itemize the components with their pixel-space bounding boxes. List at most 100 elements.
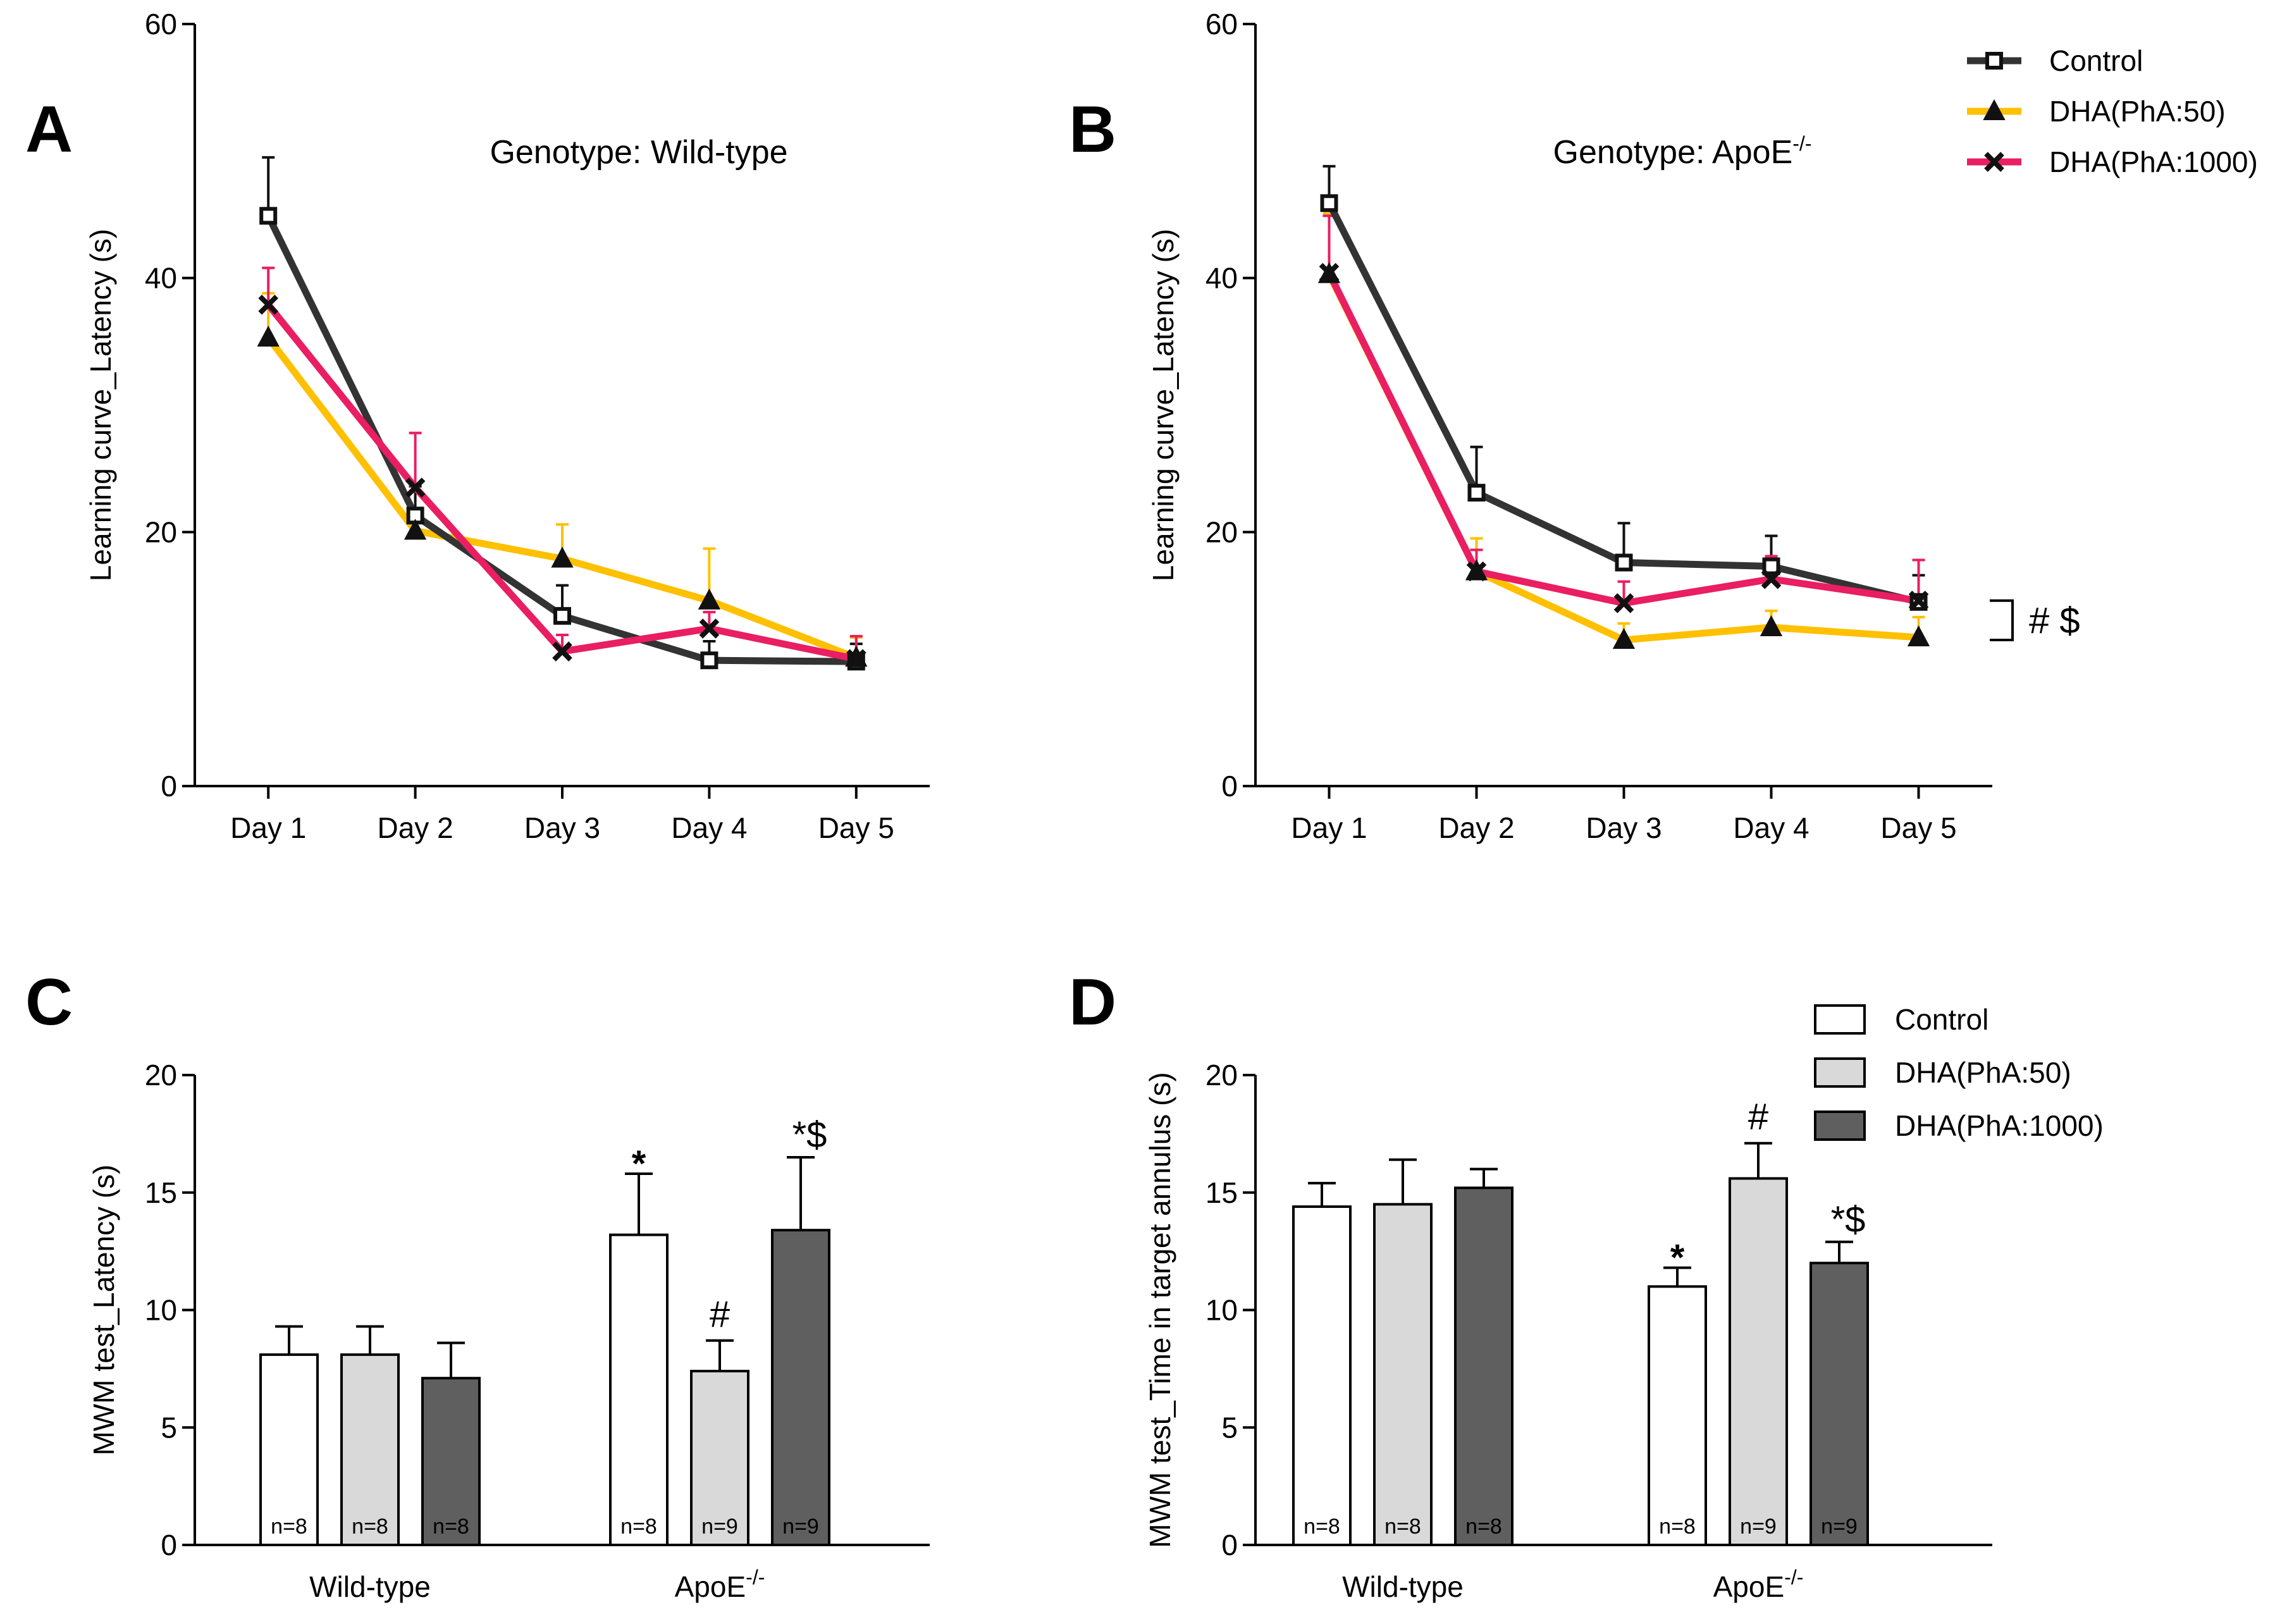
data-point-DHA(PhA:1000)-stroke2 (258, 295, 279, 315)
data-point-DHA(PhA:1000) (1613, 593, 1634, 613)
legend-marker-Control-shape (1985, 52, 2003, 70)
panel-D-y-tick-label: 10 (1205, 1294, 1238, 1327)
x-tick-label: Day 5 (1880, 811, 1956, 844)
data-point-Control (700, 651, 718, 670)
n-label: n=8 (1304, 1515, 1340, 1539)
legend-marker-DHA(PhA:50) (1983, 99, 2006, 120)
data-point-DHA(PhA:50)-shape (404, 519, 427, 540)
bar-DHA(PhA:1000) (421, 1377, 481, 1547)
panel-D-y-tick-label: 5 (1221, 1411, 1238, 1444)
x-tick-label: Day 3 (524, 811, 600, 844)
y-axis-label: Learning curve_Latency (s) (84, 229, 117, 581)
legend-marker-DHA(PhA:1000)-stroke2 (1984, 152, 2004, 172)
panel-C-y-tick-label: 5 (161, 1411, 177, 1444)
significance-mark: # (1748, 1097, 1768, 1138)
bar-Control (1648, 1285, 1707, 1546)
legend-marker-Control (1985, 52, 2003, 70)
group-label: ApoE-/- (1713, 1566, 1804, 1603)
x-tick-label: Day 2 (378, 811, 453, 844)
data-point-DHA(PhA:1000) (1319, 262, 1340, 283)
data-point-Control (259, 207, 278, 225)
legend-swatch-DHA(PhA:1000) (1814, 1110, 1866, 1141)
data-point-DHA(PhA:1000) (846, 649, 866, 669)
significance-mark: *$ (792, 1114, 827, 1155)
y-axis-label: Learning curve_Latency (s) (1147, 229, 1180, 581)
panel-B-y-tick-label: 0 (1221, 770, 1238, 803)
n-label: n=9 (1821, 1515, 1858, 1539)
panel-label: B (1069, 93, 1116, 166)
n-label: n=8 (1659, 1515, 1696, 1539)
bar-DHA(PhA:50) (1373, 1203, 1433, 1546)
data-point-DHA(PhA:1000)-stroke2 (552, 641, 572, 661)
data-point-Control-shape (1320, 194, 1338, 212)
n-label: n=8 (352, 1515, 388, 1539)
data-point-DHA(PhA:1000) (699, 618, 720, 639)
data-point-DHA(PhA:50) (1907, 625, 1930, 647)
data-point-Control (553, 606, 571, 625)
genotype-annotation-sup: -/- (1792, 132, 1811, 155)
legend-marker-DHA(PhA:50)-shape (1983, 99, 2006, 120)
panel-D-y-tick-label: 0 (1221, 1529, 1238, 1561)
data-point-DHA(PhA:1000)-stroke2 (1319, 262, 1340, 283)
group-label: Wild-type (1342, 1570, 1464, 1603)
panel-B-y-tick-label: 40 (1205, 262, 1238, 295)
bar-DHA(PhA:50) (1729, 1177, 1788, 1546)
n-label: n=9 (782, 1515, 819, 1539)
panel-label: C (25, 966, 73, 1039)
n-label: n=8 (1384, 1515, 1421, 1539)
data-point-Control-shape (553, 606, 571, 625)
panel-C-y-tick-label: 20 (145, 1059, 177, 1092)
data-point-Control-shape (1615, 553, 1633, 572)
data-point-DHA(PhA:50) (1612, 627, 1636, 649)
legend: Control DHA(PhA:50) DHA(PhA:1000) (1967, 44, 2258, 178)
x-tick-label: Day 5 (818, 811, 894, 844)
group-label-base: ApoE (1713, 1570, 1785, 1603)
data-point-Control (1762, 557, 1780, 575)
x-tick-label: Day 4 (671, 811, 747, 844)
group-label-sup: -/- (1784, 1566, 1803, 1589)
panel-B-y-tick-label: 60 (1205, 8, 1238, 40)
panel-B: B 0 20 40 60 Day 1 Day 2 Day 3 Day 4 Day 5 Learnin… (1069, 8, 2258, 844)
panel-A-y-tick-label: 40 (145, 262, 177, 295)
data-point-Control-shape (259, 207, 278, 225)
data-point-DHA(PhA:1000) (405, 477, 426, 498)
data-point-DHA(PhA:50) (257, 325, 280, 347)
panel-B-y-tick-label: 20 (1205, 515, 1238, 548)
legend-label: DHA(PhA:1000) (2049, 145, 2258, 178)
y-axis-label: MWM test_Latency (s) (87, 1164, 120, 1455)
data-point-Control (1615, 553, 1633, 572)
panel-D: D 0 5 10 15 20 MWM test_Time in target annulus… (1069, 966, 2104, 1603)
legend-marker-DHA(PhA:1000) (1984, 152, 2004, 172)
genotype-annotation-base: Genotype: ApoE (1553, 134, 1793, 171)
significance-mark: *$ (1831, 1199, 1866, 1240)
data-point-Control-shape (700, 651, 718, 670)
legend-swatch-Control (1814, 1004, 1866, 1035)
x-tick-label: Day 4 (1733, 811, 1809, 844)
bar-DHA(PhA:50) (340, 1353, 400, 1546)
bar-Control (259, 1353, 319, 1546)
significance-mark: * (632, 1143, 646, 1184)
x-tick-label: Day 1 (230, 811, 306, 844)
legend-label: Control (1895, 1003, 1988, 1036)
bar-Control (609, 1233, 669, 1546)
legend-swatch-DHA(PhA:50) (1814, 1057, 1866, 1088)
panel-label: A (25, 93, 73, 166)
data-point-DHA(PhA:1000)-stroke2 (1908, 590, 1929, 611)
panel-A-y-tick-label: 60 (145, 8, 177, 40)
data-point-DHA(PhA:50) (698, 588, 721, 610)
y-axis-label: MWM test_Time in target annulus (s) (1144, 1072, 1176, 1547)
panel-A-y-tick-label: 20 (145, 515, 177, 548)
bar-DHA(PhA:1000) (1454, 1186, 1514, 1546)
data-point-DHA(PhA:50)-shape (1612, 627, 1636, 649)
n-label: n=9 (1740, 1515, 1777, 1539)
legend-label: Control (2049, 44, 2143, 77)
significance-mark: # (710, 1294, 730, 1335)
group-label-base: ApoE (675, 1570, 746, 1603)
genotype-annotation: Genotype: ApoE-/- (1553, 132, 1812, 171)
panel-C-y-tick-label: 15 (145, 1176, 177, 1209)
bar-DHA(PhA:1000) (1810, 1262, 1869, 1546)
n-label: n=8 (433, 1515, 469, 1539)
data-point-DHA(PhA:1000) (258, 295, 279, 315)
x-tick-label: Day 2 (1438, 811, 1514, 844)
legend-label: DHA(PhA:1000) (1895, 1109, 2104, 1142)
